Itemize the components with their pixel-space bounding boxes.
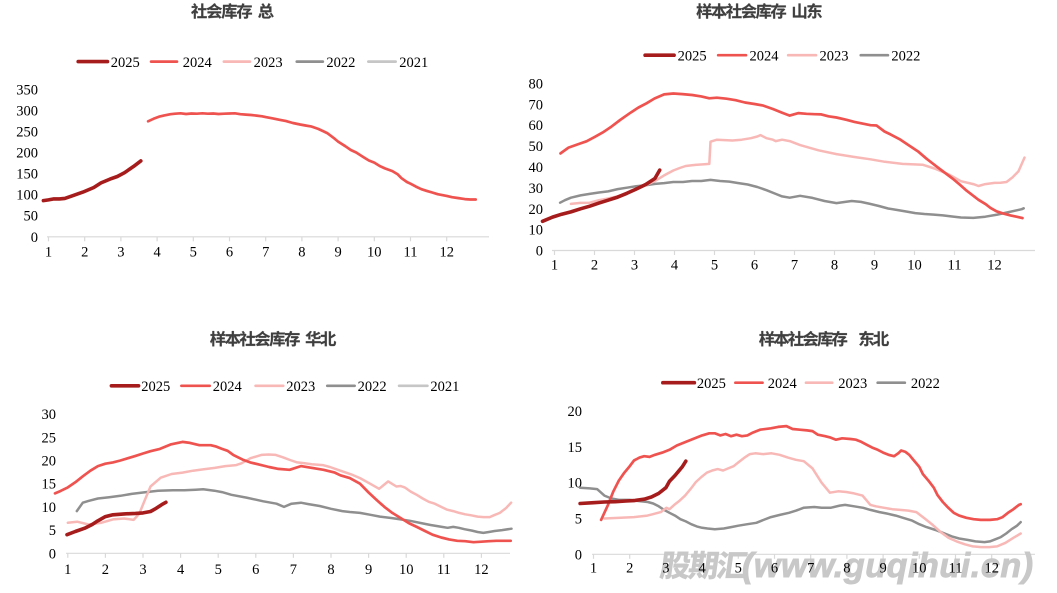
svg-text:50: 50 [529, 139, 544, 155]
svg-text:2025: 2025 [111, 55, 140, 71]
svg-text:25: 25 [42, 430, 57, 446]
svg-text:3: 3 [117, 245, 124, 261]
svg-text:10: 10 [529, 223, 544, 239]
svg-text:(www.guqihui.cn): (www.guqihui.cn) [742, 547, 1034, 585]
svg-text:2024: 2024 [750, 48, 780, 64]
svg-text:30: 30 [42, 407, 57, 423]
svg-text:0: 0 [31, 230, 38, 246]
svg-text:4: 4 [698, 560, 706, 576]
svg-text:0: 0 [536, 244, 543, 260]
svg-text:9: 9 [365, 562, 372, 578]
svg-text:2: 2 [591, 258, 598, 274]
svg-text:2023: 2023 [286, 379, 315, 395]
svg-text:5: 5 [190, 245, 197, 261]
svg-text:4: 4 [177, 562, 185, 578]
svg-text:300: 300 [16, 103, 38, 119]
svg-text:8: 8 [843, 560, 850, 576]
svg-text:2025: 2025 [697, 376, 726, 392]
svg-text:2021: 2021 [430, 379, 459, 395]
svg-text:70: 70 [529, 97, 544, 113]
svg-text:8: 8 [327, 562, 334, 578]
svg-text:11: 11 [404, 245, 418, 261]
svg-text:10: 10 [399, 562, 414, 578]
svg-text:2022: 2022 [358, 379, 387, 395]
svg-text:4: 4 [671, 258, 679, 274]
svg-text:2023: 2023 [254, 55, 283, 71]
svg-text:350: 350 [16, 82, 38, 98]
svg-text:8: 8 [298, 245, 305, 261]
svg-text:2023: 2023 [838, 376, 867, 392]
svg-text:60: 60 [529, 118, 544, 134]
svg-text:150: 150 [16, 167, 38, 183]
svg-text:2025: 2025 [678, 48, 707, 64]
svg-text:6: 6 [751, 258, 758, 274]
svg-text:5: 5 [215, 562, 222, 578]
svg-text:200: 200 [16, 146, 38, 162]
svg-text:9: 9 [879, 560, 886, 576]
svg-text:2: 2 [81, 245, 88, 261]
svg-text:6: 6 [771, 560, 778, 576]
svg-text:20: 20 [529, 202, 544, 218]
svg-text:3: 3 [662, 560, 669, 576]
svg-text:40: 40 [529, 160, 544, 176]
svg-text:3: 3 [139, 562, 146, 578]
svg-text:80: 80 [529, 77, 544, 93]
svg-text:2025: 2025 [141, 379, 170, 395]
svg-text:2022: 2022 [891, 48, 920, 64]
svg-text:2: 2 [102, 562, 109, 578]
svg-text:2024: 2024 [183, 55, 213, 71]
svg-text:9: 9 [334, 245, 341, 261]
svg-text:10: 10 [367, 245, 382, 261]
svg-text:6: 6 [252, 562, 259, 578]
svg-text:3: 3 [631, 258, 638, 274]
svg-text:20: 20 [568, 404, 583, 420]
svg-text:12: 12 [474, 562, 489, 578]
svg-text:5: 5 [711, 258, 718, 274]
svg-text:2024: 2024 [213, 379, 243, 395]
svg-text:1: 1 [590, 560, 597, 576]
svg-text:2022: 2022 [326, 55, 355, 71]
svg-text:0: 0 [575, 547, 582, 563]
svg-text:6: 6 [226, 245, 233, 261]
svg-text:7: 7 [791, 258, 798, 274]
svg-text:15: 15 [42, 477, 57, 493]
svg-text:7: 7 [807, 560, 814, 576]
svg-text:20: 20 [42, 454, 57, 470]
svg-text:11: 11 [437, 562, 451, 578]
svg-text:30: 30 [529, 181, 544, 197]
svg-text:12: 12 [987, 258, 1002, 274]
svg-text:10: 10 [42, 500, 57, 516]
svg-text:4: 4 [153, 245, 161, 261]
svg-text:10: 10 [912, 560, 927, 576]
svg-text:2021: 2021 [399, 55, 428, 71]
svg-text:1: 1 [64, 562, 71, 578]
svg-text:12: 12 [984, 560, 999, 576]
svg-text:9: 9 [871, 258, 878, 274]
svg-text:12: 12 [439, 245, 454, 261]
svg-text:11: 11 [949, 560, 963, 576]
svg-text:5: 5 [49, 523, 56, 539]
svg-text:5: 5 [575, 512, 582, 528]
svg-text:5: 5 [735, 560, 742, 576]
svg-text:1: 1 [551, 258, 558, 274]
svg-text:100: 100 [16, 188, 38, 204]
svg-text:10: 10 [907, 258, 922, 274]
svg-text:15: 15 [568, 440, 583, 456]
svg-text:0: 0 [49, 546, 56, 562]
svg-text:7: 7 [290, 562, 297, 578]
svg-text:2023: 2023 [820, 48, 849, 64]
svg-text:11: 11 [948, 258, 962, 274]
svg-text:2024: 2024 [768, 376, 798, 392]
svg-text:2: 2 [626, 560, 633, 576]
svg-text:10: 10 [568, 476, 583, 492]
svg-text:2022: 2022 [911, 376, 940, 392]
svg-text:8: 8 [831, 258, 838, 274]
svg-text:250: 250 [16, 124, 38, 140]
svg-text:7: 7 [262, 245, 269, 261]
svg-text:50: 50 [24, 209, 39, 225]
svg-text:1: 1 [45, 245, 52, 261]
